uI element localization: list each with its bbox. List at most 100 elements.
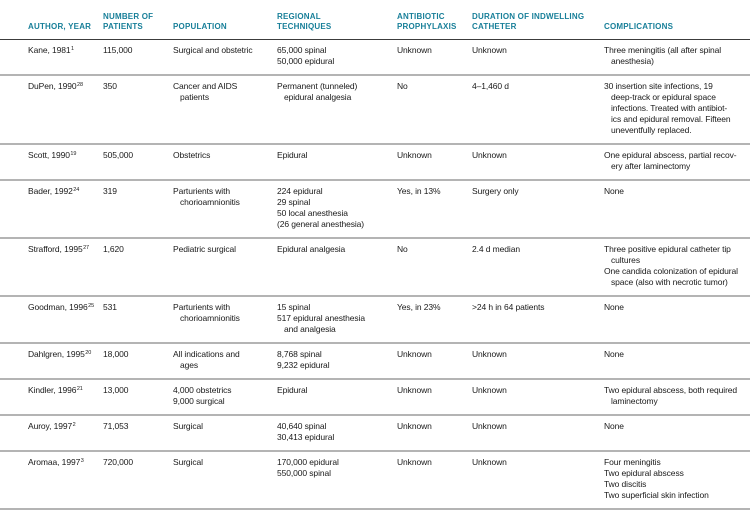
cell-author: Kindler, 199621 [0, 379, 103, 416]
cell-line: Obstetrics [173, 150, 211, 160]
cell-patients: 319 [103, 180, 173, 239]
cell-regional: Epidural [277, 144, 397, 181]
cell-patients: 115,000 [103, 39, 173, 76]
author-year-text: Aromaa, 1997 [28, 457, 81, 467]
cell-line: Unknown [472, 385, 507, 395]
cell-line: 50,000 epidural [277, 56, 335, 66]
cell-line: Unknown [472, 349, 507, 359]
cell-line: Unknown [397, 150, 432, 160]
cell-line: 505,000 [103, 150, 134, 160]
cell-line: 9,232 epidural [277, 360, 330, 370]
cell-line: 9,000 surgical [173, 396, 225, 406]
cell-line: 319 [103, 186, 117, 196]
cell-author: Goodman, 199625 [0, 296, 103, 344]
table-header: AUTHOR, YEAR NUMBER OF PATIENTS POPULATI… [0, 0, 750, 40]
cell-population: Pediatric surgical [173, 238, 277, 297]
cell-line: Unknown [472, 457, 507, 467]
cell-line: 4–1,460 d [472, 81, 509, 91]
cell-line: 720,000 [103, 457, 134, 467]
cell-regional: 65,000 spinal 50,000 epidural [277, 39, 397, 76]
author-year-text: Scott, 1990 [28, 150, 70, 160]
column-header-regional-techniques: REGIONAL TECHNIQUES [277, 0, 397, 40]
cell-line: None [604, 421, 624, 431]
cell-patients: 531 [103, 296, 173, 344]
table-row: Aromaa, 19973 720,000 Surgical 170,000 epid… [0, 451, 750, 510]
cell-line: Yes, in 23% [397, 302, 441, 312]
cell-author: Auroy, 19972 [0, 415, 103, 452]
cell-line: 8,768 spinal [277, 349, 322, 359]
cell-duration: Surgery only [472, 180, 604, 239]
author-year-text: Dahlgren, 1995 [28, 349, 85, 359]
cell-line: Epidural [277, 150, 308, 160]
cell-line: 531 [103, 302, 117, 312]
cell-complications: None [604, 415, 750, 452]
cell-line: Unknown [472, 45, 507, 55]
cell-line: Unknown [397, 421, 432, 431]
column-header-complications: COMPLICATIONS [604, 0, 750, 40]
cell-patients: 1,620 [103, 238, 173, 297]
cell-duration: Unknown [472, 415, 604, 452]
cell-antibiotic: No [397, 238, 472, 297]
cell-line: 18,000 [103, 349, 129, 359]
cell-complications: None [604, 180, 750, 239]
reference-superscript: 3 [80, 457, 84, 464]
column-header-duration-of-indwelling-catheter: DURATION OF INDWELLING CATHETER [472, 0, 604, 40]
cell-line: 65,000 spinal [277, 45, 327, 55]
cell-population: Cancer and AIDS patients [173, 75, 277, 145]
cell-regional: 15 spinal 517 epidural anesthesia and anal… [277, 296, 397, 344]
cell-line: anesthesia) [611, 56, 654, 66]
cell-population: Parturients with chorioamnionitis [173, 180, 277, 239]
column-header-number-of-patients: NUMBER OF PATIENTS [103, 0, 173, 40]
cell-regional: Permanent (tunneled) epidural analgesia [277, 75, 397, 145]
cell-line: Cancer and AIDS [173, 81, 238, 91]
cell-line: Parturients with [173, 186, 230, 196]
cell-antibiotic: Yes, in 23% [397, 296, 472, 344]
cell-line: Unknown [472, 421, 507, 431]
cell-line: ages [180, 360, 199, 370]
cell-line: infections. Treated with antibiot- [611, 103, 728, 113]
cell-line: cultures [611, 255, 640, 265]
cell-patients: 71,053 [103, 415, 173, 452]
cell-line: 4,000 obstetrics [173, 385, 232, 395]
cell-line: chorioamnionitis [180, 197, 240, 207]
cell-regional: 170,000 epidural 550,000 spinal [277, 451, 397, 510]
cell-line: uneventfully replaced. [611, 125, 692, 135]
author-year-text: Kindler, 1996 [28, 385, 77, 395]
table-row: Dahlgren, 199520 18,000 All indications an… [0, 343, 750, 380]
cell-antibiotic: Unknown [397, 415, 472, 452]
cell-line: Yes, in 13% [397, 186, 441, 196]
cell-duration: 4–1,460 d [472, 75, 604, 145]
cell-line: 29 spinal [277, 197, 311, 207]
cell-line: 517 epidural anesthesia [277, 313, 365, 323]
cell-line: Surgery only [472, 186, 519, 196]
cell-line: 1,620 [103, 244, 124, 254]
cell-line: Surgical and obstetric [173, 45, 253, 55]
cell-line: laminectomy [611, 396, 658, 406]
cell-patients: 13,000 [103, 379, 173, 416]
cell-line: Three positive epidural catheter tip [604, 244, 731, 254]
cell-complications: Two epidural abscess, both required lamin… [604, 379, 750, 416]
cell-population: Surgical [173, 415, 277, 452]
cell-line: patients [180, 92, 209, 102]
table-row: Bader, 199224 319 Parturients with chorioam… [0, 180, 750, 239]
cell-antibiotic: Unknown [397, 343, 472, 380]
reference-superscript: 19 [70, 150, 77, 157]
cell-line: 13,000 [103, 385, 129, 395]
cell-line: 224 epidural [277, 186, 323, 196]
cell-line: Epidural [277, 385, 308, 395]
cell-line: deep-track or epidural space [611, 92, 716, 102]
reference-superscript: 24 [73, 186, 80, 193]
reference-superscript: 28 [77, 81, 83, 88]
cell-patients: 505,000 [103, 144, 173, 181]
cell-line: No [397, 81, 408, 91]
cell-line: Pediatric surgical [173, 244, 236, 254]
cell-line: Four meningitis [604, 457, 661, 467]
column-header-population: POPULATION [173, 0, 277, 40]
cell-duration: Unknown [472, 379, 604, 416]
cell-line: Parturients with [173, 302, 230, 312]
cell-author: Scott, 199019 [0, 144, 103, 181]
cell-line: All indications and [173, 349, 240, 359]
cell-complications: Three positive epidural catheter tip cult… [604, 238, 750, 297]
cell-line: Permanent (tunneled) [277, 81, 358, 91]
